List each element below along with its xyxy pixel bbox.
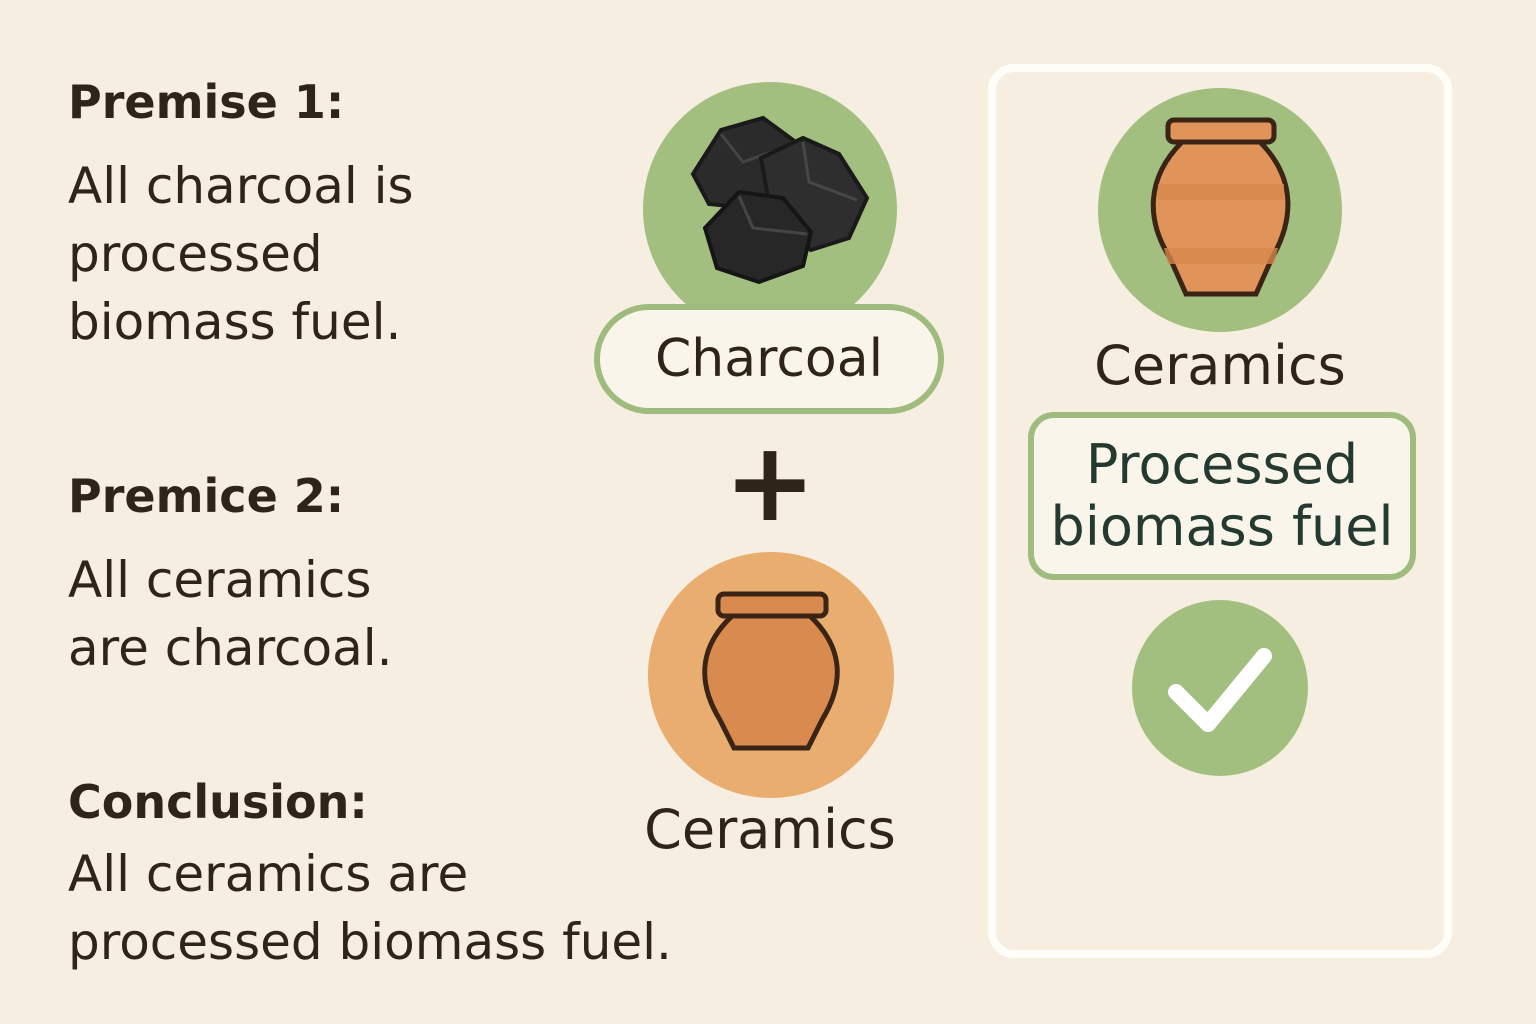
premise-2-line: All ceramics	[68, 551, 372, 609]
premise-2-text: All ceramics are charcoal.	[68, 546, 393, 682]
ceramics-label-center: Ceramics	[644, 798, 896, 861]
checkmark-icon	[1168, 648, 1272, 732]
conclusion-line: processed biomass fuel.	[68, 913, 672, 971]
charcoal-circle	[643, 82, 897, 336]
conclusion-text: All ceramics are processed biomass fuel.	[68, 840, 672, 976]
ceramics-label-right: Ceramics	[1094, 334, 1346, 397]
premise-1-line: biomass fuel.	[68, 293, 402, 351]
premise-1-line: processed	[68, 225, 323, 283]
premise-1-text: All charcoal is processed biomass fuel.	[68, 152, 414, 356]
charcoal-label-pill: Charcoal	[594, 304, 944, 414]
premise-1-heading: Premise 1:	[68, 75, 345, 129]
ceramics-circle-green	[1098, 88, 1342, 332]
ceramics-circle-orange	[648, 552, 894, 798]
check-circle	[1132, 600, 1308, 776]
jar-icon	[702, 591, 840, 751]
premise-2-line: are charcoal.	[68, 619, 393, 677]
conclusion-heading: Conclusion:	[68, 775, 368, 829]
charcoal-icon	[690, 115, 870, 285]
plus-operator: +	[723, 418, 817, 546]
premise-2-heading: Premice 2:	[68, 469, 345, 523]
category-line: biomass fuel	[1050, 495, 1394, 558]
conclusion-line: All ceramics are	[68, 845, 469, 903]
category-box: Processed biomass fuel	[1028, 412, 1416, 580]
category-line: Processed	[1085, 433, 1359, 496]
jar-icon	[1150, 117, 1291, 297]
premise-1-line: All charcoal is	[68, 157, 414, 215]
result-panel	[988, 64, 1452, 958]
